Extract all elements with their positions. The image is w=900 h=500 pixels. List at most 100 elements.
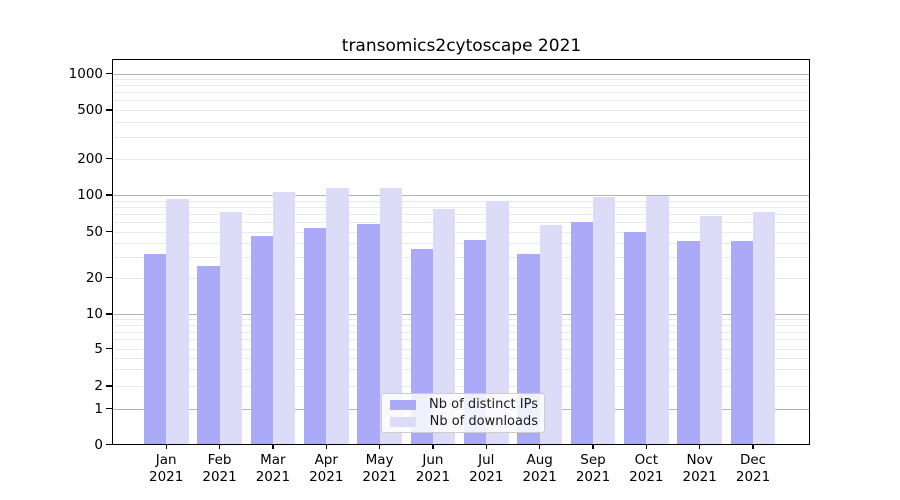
minor-gridline [113,100,810,102]
x-tick-label: May 2021 [362,452,397,485]
bar-downloads [593,197,616,444]
y-tick-label: 2 [94,378,103,394]
bar-downloads [539,224,563,444]
x-tick-mark [218,445,221,449]
bar-distinct-ips [303,228,327,444]
x-tick-mark [645,445,648,449]
minor-gridline [113,319,810,321]
minor-gridline [113,200,810,202]
minor-gridline [113,85,810,87]
x-tick-mark [325,445,327,449]
x-tick-label: Oct 2021 [629,452,664,485]
legend-label: Nb of distinct IPs [429,397,538,412]
y-tick-label: 10 [85,306,103,322]
x-tick-label: Aug 2021 [522,452,557,485]
x-tick-mark [699,445,701,449]
major-gridline [113,314,810,315]
y-tick-mark [106,109,112,111]
major-gridline [113,73,810,75]
minor-gridline [113,242,810,244]
x-tick-mark [432,445,434,449]
y-tick-label: 20 [85,269,103,286]
legend-swatch-downloads [390,416,416,427]
minor-gridline [113,206,810,208]
bar-distinct-ips [143,253,167,444]
minor-gridline [113,325,810,327]
minor-gridline [113,369,810,371]
y-tick-mark [106,72,112,75]
minor-gridline [113,257,810,259]
legend-swatch-distinct-ips [390,399,416,410]
minor-gridline [113,137,810,139]
bar-downloads [326,188,349,444]
bar-distinct-ips [623,231,647,444]
x-tick-mark [538,445,541,449]
bar-downloads [486,201,509,444]
bar-distinct-ips [570,221,593,444]
x-tick-label: Dec 2021 [735,452,771,485]
minor-gridline [113,357,810,359]
y-tick-mark [106,194,112,196]
minor-gridline [113,348,810,350]
y-tick-label: 200 [77,150,103,167]
y-tick-label: 50 [85,223,103,240]
x-tick-label: Apr 2021 [309,452,344,485]
legend-label: Nb of downloads [429,414,538,429]
minor-gridline [113,331,810,333]
y-tick-mark [106,443,112,446]
y-tick-label: 5 [94,340,103,357]
minor-gridline [113,213,810,215]
y-tick-mark [106,347,112,350]
minor-gridline [113,79,810,81]
bar-downloads [646,195,669,444]
legend-item-downloads: Nb of downloads [388,414,538,429]
y-tick-label: 0 [94,436,103,453]
x-tick-label: Jul 2021 [469,452,504,485]
minor-gridline [113,277,810,279]
y-tick-label: 500 [77,102,103,118]
y-tick-mark [106,407,112,410]
minor-gridline [113,110,810,111]
x-tick-mark [165,445,167,449]
bar-distinct-ips [730,241,754,444]
minor-gridline [113,121,810,123]
x-tick-label: Jan 2021 [149,452,184,485]
x-tick-mark [272,445,274,449]
y-tick-label: 100 [77,187,103,203]
plot-area [113,60,810,445]
x-tick-label: Mar 2021 [255,452,291,485]
x-tick-mark [592,445,594,449]
bar-distinct-ips [677,241,700,444]
y-tick-mark [106,157,112,160]
bar-distinct-ips [197,266,220,444]
y-tick-label: 1 [94,400,103,417]
x-tick-mark [752,445,754,449]
y-tick-mark [106,385,112,387]
bar-downloads [753,211,776,444]
bar-downloads [219,211,242,444]
y-tick-mark [106,230,112,233]
minor-gridline [113,221,810,223]
legend-item-distinct-ips: Nb of distinct IPs [388,397,538,412]
x-tick-mark [485,445,487,449]
legend: Nb of distinct IPs Nb of downloads [381,393,545,433]
minor-gridline [113,386,810,387]
bar-distinct-ips [250,235,273,444]
bar-downloads [699,216,723,444]
minor-gridline [113,339,810,341]
bar-distinct-ips [357,223,380,444]
x-tick-label: Nov 2021 [682,452,717,485]
bar-downloads [379,187,402,444]
y-tick-label: 1000 [68,65,103,82]
x-tick-mark [378,445,381,449]
bar-downloads [166,199,189,444]
bar-downloads [432,209,456,444]
x-tick-label: Jun 2021 [415,452,451,485]
x-tick-label: Feb 2021 [202,452,237,485]
minor-gridline [113,92,810,94]
chart-title: transomics2cytoscape 2021 [341,36,582,56]
y-tick-mark [106,276,112,279]
minor-gridline [113,231,810,233]
x-tick-label: Sep 2021 [575,452,611,485]
